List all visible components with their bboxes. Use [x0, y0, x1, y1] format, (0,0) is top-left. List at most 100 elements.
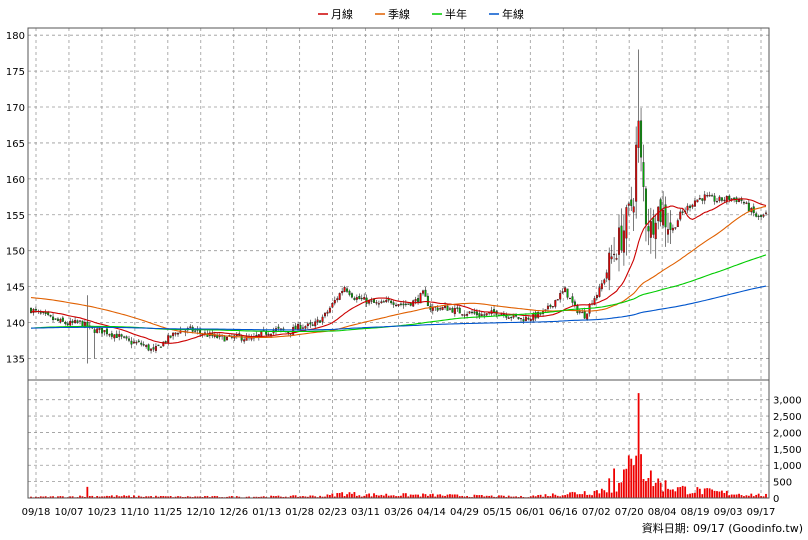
volume-bar: [294, 495, 297, 498]
candle-body: [637, 120, 640, 148]
candle-body: [353, 297, 356, 300]
volume-bar: [689, 493, 691, 498]
legend-label-0: 月線: [331, 7, 353, 21]
volume-bar: [106, 495, 108, 498]
volume-bar: [351, 493, 353, 498]
volume-bar: [490, 495, 493, 498]
data-credit: 資料日期: 09/17 (Goodinfo.tw): [642, 521, 803, 535]
candle-body: [81, 320, 84, 327]
legend-label-1: 季線: [388, 7, 410, 21]
candle-body: [255, 334, 258, 337]
x-tick-label-21: 09/03: [714, 507, 743, 518]
volume-bars: [30, 393, 767, 498]
candle-body: [338, 293, 341, 300]
candle-body: [757, 215, 760, 218]
candle-body: [522, 319, 525, 322]
volume-bar: [664, 480, 667, 498]
volume-bar: [88, 496, 91, 498]
candle-body: [96, 328, 99, 333]
candle-body: [311, 324, 314, 326]
volume-bar: [275, 496, 277, 498]
volume-bar: [539, 494, 542, 498]
volume-bar: [453, 494, 456, 498]
candle-body: [654, 222, 657, 240]
price-tick-160: 160: [6, 175, 25, 186]
candle-body: [59, 319, 62, 323]
x-tick-label-15: 06/01: [516, 507, 545, 518]
x-tick-label-18: 07/20: [615, 507, 644, 518]
candle-body: [635, 144, 638, 202]
volume-bar: [564, 495, 566, 498]
volume-bar: [738, 493, 740, 498]
volume-bar: [39, 496, 42, 498]
volume-bar: [125, 495, 128, 498]
candle-body: [66, 323, 69, 326]
volume-bar: [390, 495, 393, 498]
volume-bar: [757, 493, 760, 498]
candle-body: [216, 335, 219, 339]
candle-body: [473, 311, 476, 314]
candle-body: [412, 300, 415, 307]
candle-body: [642, 162, 645, 187]
candle-body: [360, 297, 363, 300]
candle-body: [189, 326, 192, 328]
price-axis-ticks: 135 140 145 150 155 160 165 170 175 180: [6, 31, 25, 365]
volume-bar: [69, 496, 72, 498]
volume-bar: [588, 494, 591, 498]
volume-bar: [431, 493, 434, 498]
volume-bar: [529, 496, 532, 498]
candle-body: [608, 252, 611, 281]
candle-body: [569, 297, 572, 300]
x-tick-label-0: 09/18: [22, 507, 51, 518]
volume-bar: [549, 496, 552, 498]
volume-bar: [311, 495, 314, 498]
candle-body: [551, 306, 554, 308]
candle-body: [179, 330, 182, 334]
price-tick-140: 140: [6, 319, 25, 330]
legend-label-2: 半年: [445, 7, 467, 21]
volume-bar: [42, 496, 45, 498]
candle-body: [453, 308, 456, 315]
volume-bar: [404, 493, 407, 498]
volume-bar: [155, 495, 157, 498]
volume-bar: [378, 495, 380, 498]
volume-bar: [755, 494, 758, 498]
volume-bar: [353, 492, 356, 498]
candle-body: [693, 200, 696, 207]
candle-body: [733, 197, 736, 200]
candle-body: [71, 320, 74, 323]
candle-body: [691, 204, 694, 208]
x-tick-label-4: 11/25: [153, 507, 182, 518]
candle-body: [524, 316, 527, 322]
volume-bar: [608, 478, 611, 498]
volume-bar: [123, 495, 125, 498]
price-tick-150: 150: [6, 247, 25, 258]
volume-bar: [456, 494, 459, 498]
volume-bar: [716, 491, 718, 498]
volume-bar: [444, 495, 446, 498]
candle-body: [74, 320, 77, 324]
volume-bar: [679, 487, 682, 498]
volume-bar: [30, 496, 32, 498]
candle-body: [613, 253, 616, 256]
candle-body: [176, 333, 179, 335]
volume-bar: [341, 492, 344, 498]
volume-bar: [630, 458, 633, 498]
volume-bar: [226, 496, 228, 498]
volume-bar: [302, 496, 304, 498]
candle-body: [578, 311, 581, 313]
candle-body: [711, 195, 714, 197]
candle-body: [164, 341, 167, 343]
x-tick-label-10: 03/11: [351, 507, 380, 518]
volume-bar: [449, 494, 451, 498]
volume-bar: [343, 496, 346, 498]
volume-bar: [551, 493, 554, 498]
volume-bar: [512, 496, 515, 498]
candle-body: [267, 333, 270, 336]
candle-body: [402, 303, 405, 306]
volume-bar: [424, 494, 427, 498]
candle-body: [598, 287, 601, 297]
candle-body: [32, 309, 35, 313]
